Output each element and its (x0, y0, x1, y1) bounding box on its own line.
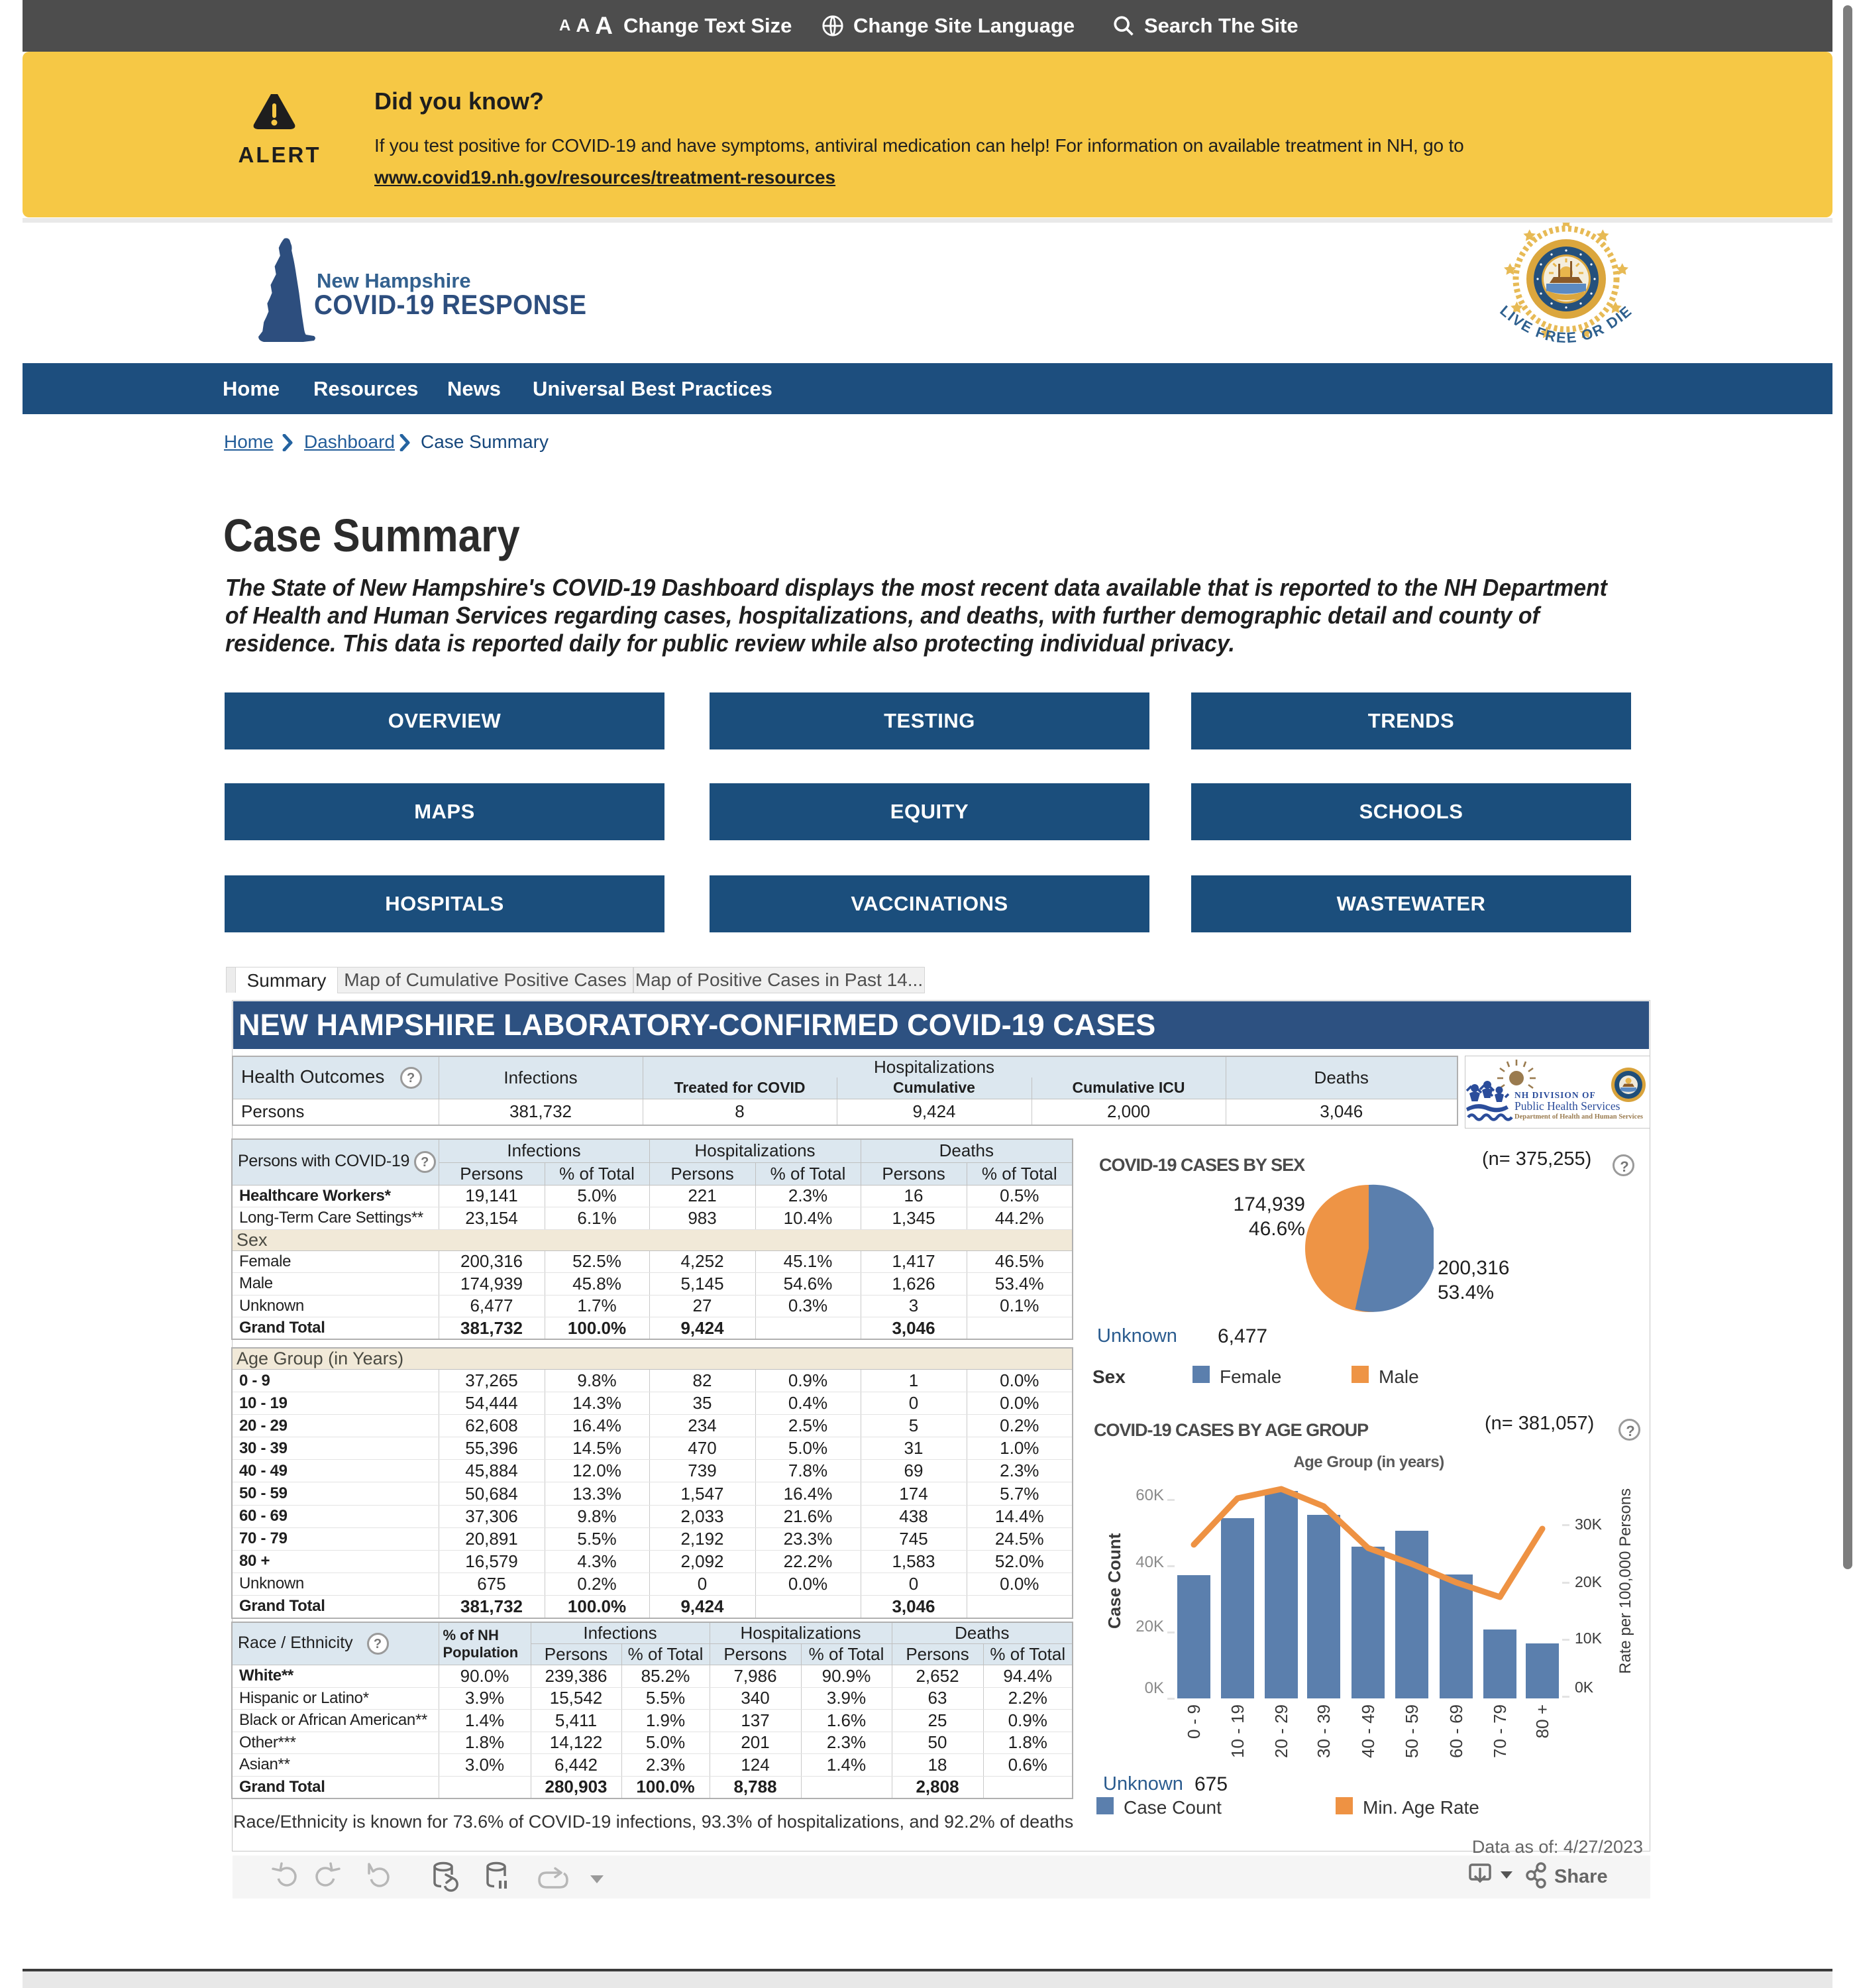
svg-text:Share: Share (1554, 1866, 1608, 1887)
svg-text:NH DIVISION OF: NH DIVISION OF (1514, 1090, 1596, 1100)
svg-text:Department of Health and Human: Department of Health and Human Services (1514, 1113, 1643, 1121)
svg-text:Public Health Services: Public Health Services (1514, 1099, 1620, 1113)
